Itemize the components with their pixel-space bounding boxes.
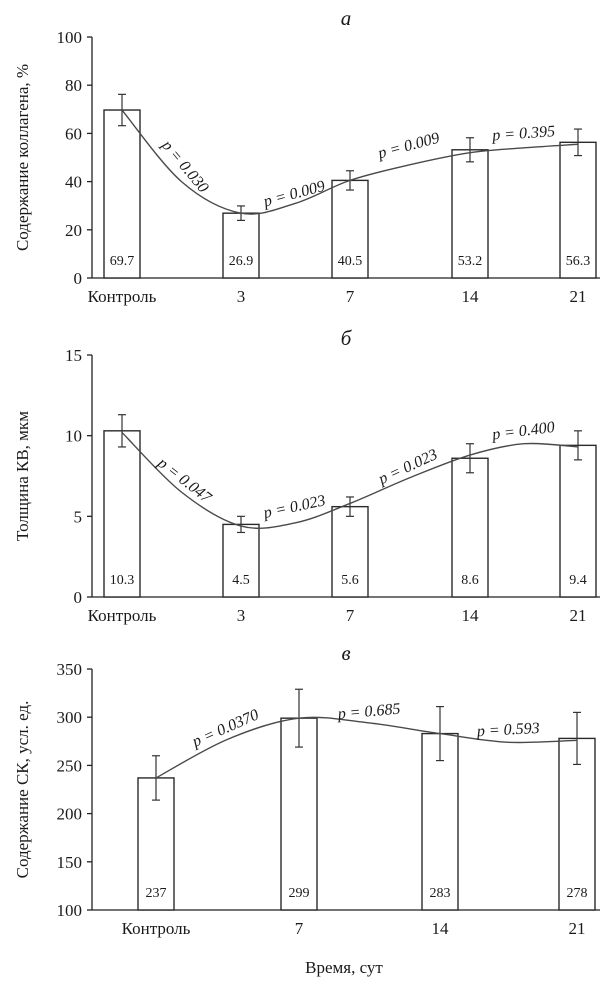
- p-value-annotation: p = 0.0370: [189, 706, 262, 751]
- p-value-annotation: p = 0.023: [261, 492, 327, 522]
- x-tick-label: 7: [346, 606, 355, 625]
- y-tick-label: 60: [65, 124, 82, 143]
- y-tick-label: 0: [74, 269, 83, 288]
- x-tick-label: 7: [346, 287, 355, 306]
- y-tick-label: 80: [65, 76, 82, 95]
- bar: [103, 430, 141, 598]
- y-tick-label: 300: [57, 708, 83, 727]
- bar-value-label: 299: [289, 886, 310, 901]
- y-axis-title: Содержание коллагена, %: [13, 64, 32, 251]
- x-tick-label: 14: [462, 287, 480, 306]
- panel-letter: а: [341, 6, 352, 30]
- bar-value-label: 69.7: [110, 254, 135, 269]
- bar-value-label: 8.6: [461, 573, 479, 588]
- p-value-annotation: p = 0.400: [490, 419, 555, 444]
- p-value-annotation: p = 0.009: [261, 178, 327, 211]
- trend-line: [155, 716, 578, 779]
- x-tick-label: 3: [237, 606, 246, 625]
- x-tick-label: Контроль: [88, 606, 157, 625]
- y-tick-label: 0: [74, 588, 83, 607]
- bar: [558, 737, 596, 911]
- x-tick-label: 3: [237, 287, 246, 306]
- bar-value-label: 40.5: [338, 254, 363, 269]
- p-value-annotation: p = 0.023: [375, 446, 440, 488]
- bar-value-label: 9.4: [569, 573, 587, 588]
- y-axis-title: Толщина КВ, мкм: [13, 411, 32, 541]
- chart-panel-b: 0 5 10 15 Толщина КВ, мкм б 10.3 Контроль 4.5 3 5.…: [13, 326, 600, 625]
- y-tick-label: 100: [57, 28, 83, 47]
- x-tick-label: 21: [570, 287, 587, 306]
- bar: [280, 717, 318, 911]
- trend-line: [121, 431, 579, 529]
- bar-value-label: 4.5: [232, 573, 250, 588]
- x-tick-label: 7: [295, 919, 304, 938]
- y-tick-label: 150: [57, 853, 83, 872]
- bar-value-label: 10.3: [110, 573, 135, 588]
- bar-value-label: 5.6: [341, 573, 359, 588]
- bar: [331, 505, 369, 598]
- p-value-annotation: p = 0.395: [491, 123, 556, 144]
- p-value-annotation: p = 0.030: [158, 136, 212, 196]
- x-tick-label: 21: [569, 919, 586, 938]
- bar-value-label: 237: [146, 886, 167, 901]
- bar-value-label: 278: [567, 886, 588, 901]
- x-tick-label: Контроль: [88, 287, 157, 306]
- p-value-annotation: p = 0.685: [336, 701, 401, 723]
- x-axis-title: Время, сут: [305, 958, 383, 977]
- p-value-annotation: p = 0.593: [475, 720, 540, 740]
- bar: [421, 732, 459, 911]
- y-tick-label: 250: [57, 756, 83, 775]
- bar: [222, 212, 260, 279]
- bar: [559, 444, 597, 598]
- y-tick-label: 350: [57, 660, 83, 679]
- bar: [451, 457, 489, 598]
- y-axis-title: Содержание СК, усл. ед.: [13, 701, 32, 879]
- bar-value-label: 53.2: [458, 254, 483, 269]
- p-value-annotation: p = 0.009: [375, 130, 441, 163]
- bar-value-label: 56.3: [566, 254, 591, 269]
- chart-panel-c: 100 150 200 250 300 350 Содержание СК, усл. ед…: [13, 641, 600, 938]
- trend-line: [121, 109, 579, 215]
- y-tick-label: 10: [65, 427, 82, 446]
- bar: [103, 109, 141, 279]
- y-tick-label: 200: [57, 805, 83, 824]
- bar-value-label: 26.9: [229, 254, 254, 269]
- x-tick-label: 21: [570, 606, 587, 625]
- panel-letter: в: [341, 641, 350, 665]
- panel-letter: б: [341, 326, 353, 350]
- bar: [559, 141, 597, 279]
- chart-panel-a: 0 20 40 60 80 100 Содержание коллагена, % а 69.7…: [13, 6, 600, 306]
- y-tick-label: 5: [74, 507, 83, 526]
- y-tick-label: 40: [65, 173, 82, 192]
- x-tick-label: Контроль: [122, 919, 191, 938]
- bar: [331, 179, 369, 279]
- p-value-annotation: p = 0.047: [154, 454, 216, 507]
- x-tick-label: 14: [432, 919, 450, 938]
- bar: [451, 149, 489, 279]
- y-tick-label: 15: [65, 346, 82, 365]
- x-tick-label: 14: [462, 606, 480, 625]
- y-tick-label: 100: [57, 901, 83, 920]
- bar-value-label: 283: [430, 886, 451, 901]
- bar: [222, 523, 260, 598]
- y-tick-label: 20: [65, 221, 82, 240]
